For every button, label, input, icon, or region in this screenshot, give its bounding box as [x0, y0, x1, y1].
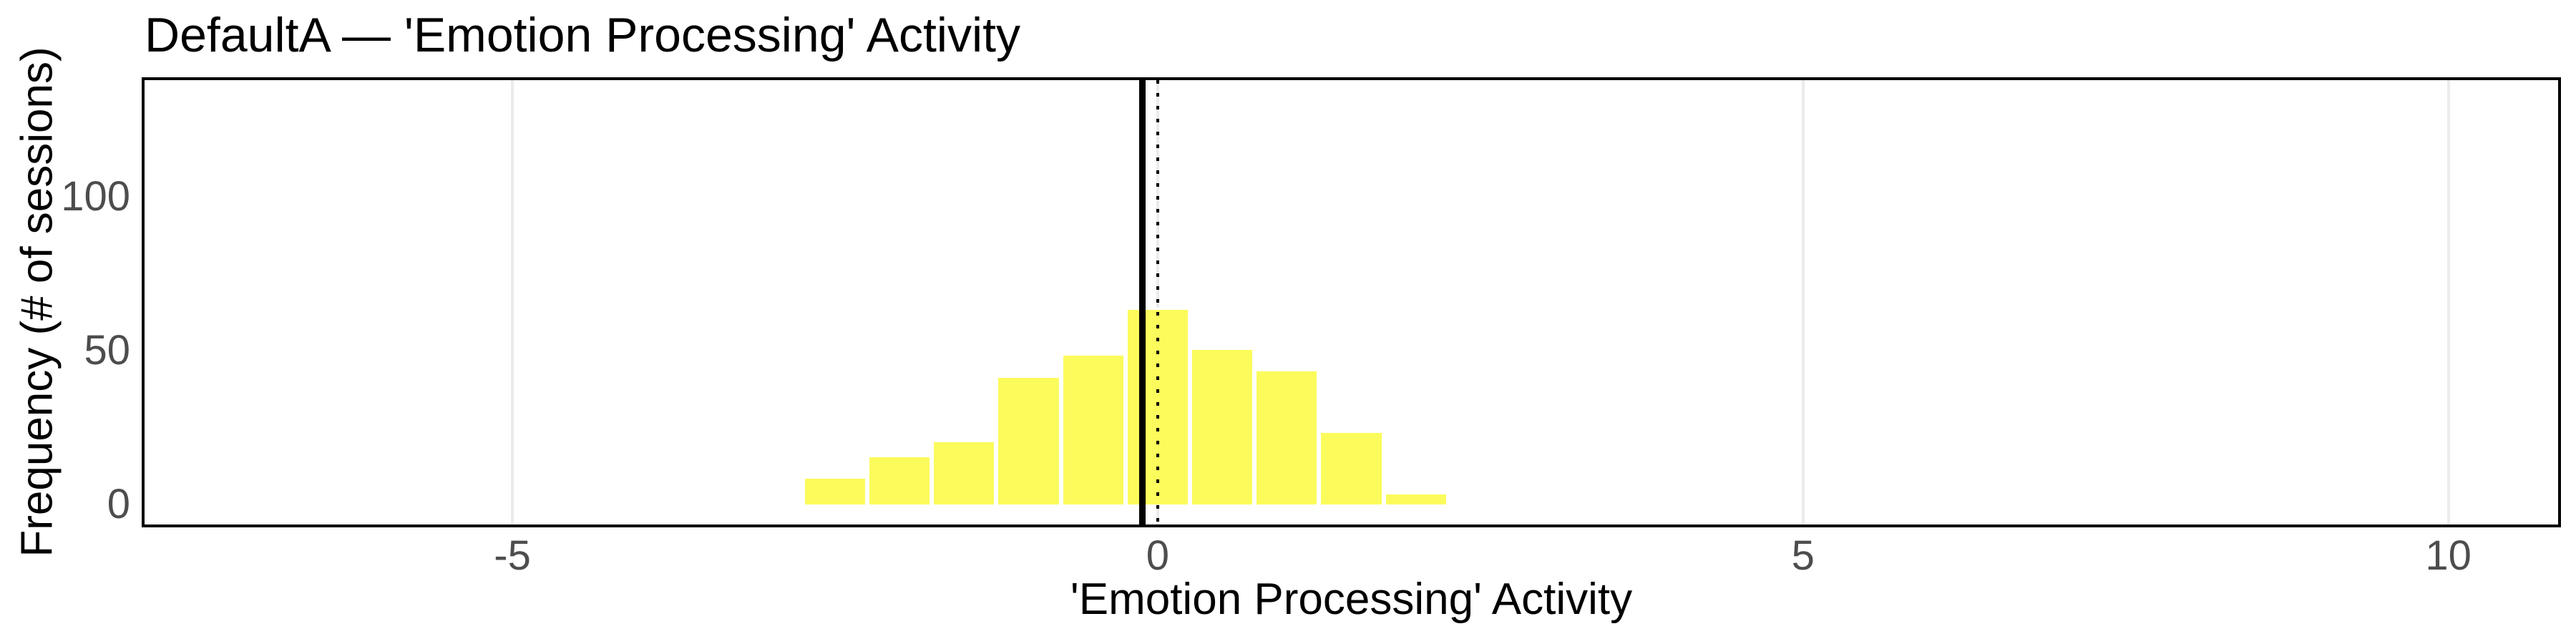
- histogram-bar: [932, 439, 997, 505]
- x-tick-label: 0: [1146, 532, 1170, 579]
- plot-title: DefaultA — 'Emotion Processing' Activity: [145, 8, 1021, 62]
- x-tick-label: -5: [494, 532, 531, 579]
- solid-reference-line: [1138, 80, 1146, 525]
- y-tick-label: 100: [61, 173, 130, 220]
- histogram-bar: [996, 375, 1061, 505]
- y-tick-label: 50: [84, 327, 130, 374]
- vertical-gridline: [2446, 80, 2450, 525]
- x-axis-title: 'Emotion Processing' Activity: [1070, 575, 1633, 624]
- plot-area: [145, 80, 2558, 525]
- histogram-bar: [1060, 353, 1126, 505]
- y-tick-label: 0: [107, 481, 130, 528]
- histogram-bar: [1383, 492, 1448, 505]
- histogram-bar: [1319, 430, 1384, 505]
- x-tick-label: 5: [1791, 532, 1815, 579]
- vertical-gridline: [511, 80, 514, 525]
- histogram-bar: [867, 455, 932, 505]
- histogram-bar: [1190, 347, 1255, 505]
- plot-panel: [142, 77, 2561, 527]
- vertical-gridline: [1801, 80, 1805, 525]
- dotted-reference-line: [1156, 80, 1159, 525]
- histogram-bar: [1254, 369, 1319, 505]
- histogram-bar: [802, 477, 868, 505]
- y-axis-title: Frequency (# of sessions): [12, 47, 62, 557]
- x-tick-label: 10: [2425, 532, 2472, 579]
